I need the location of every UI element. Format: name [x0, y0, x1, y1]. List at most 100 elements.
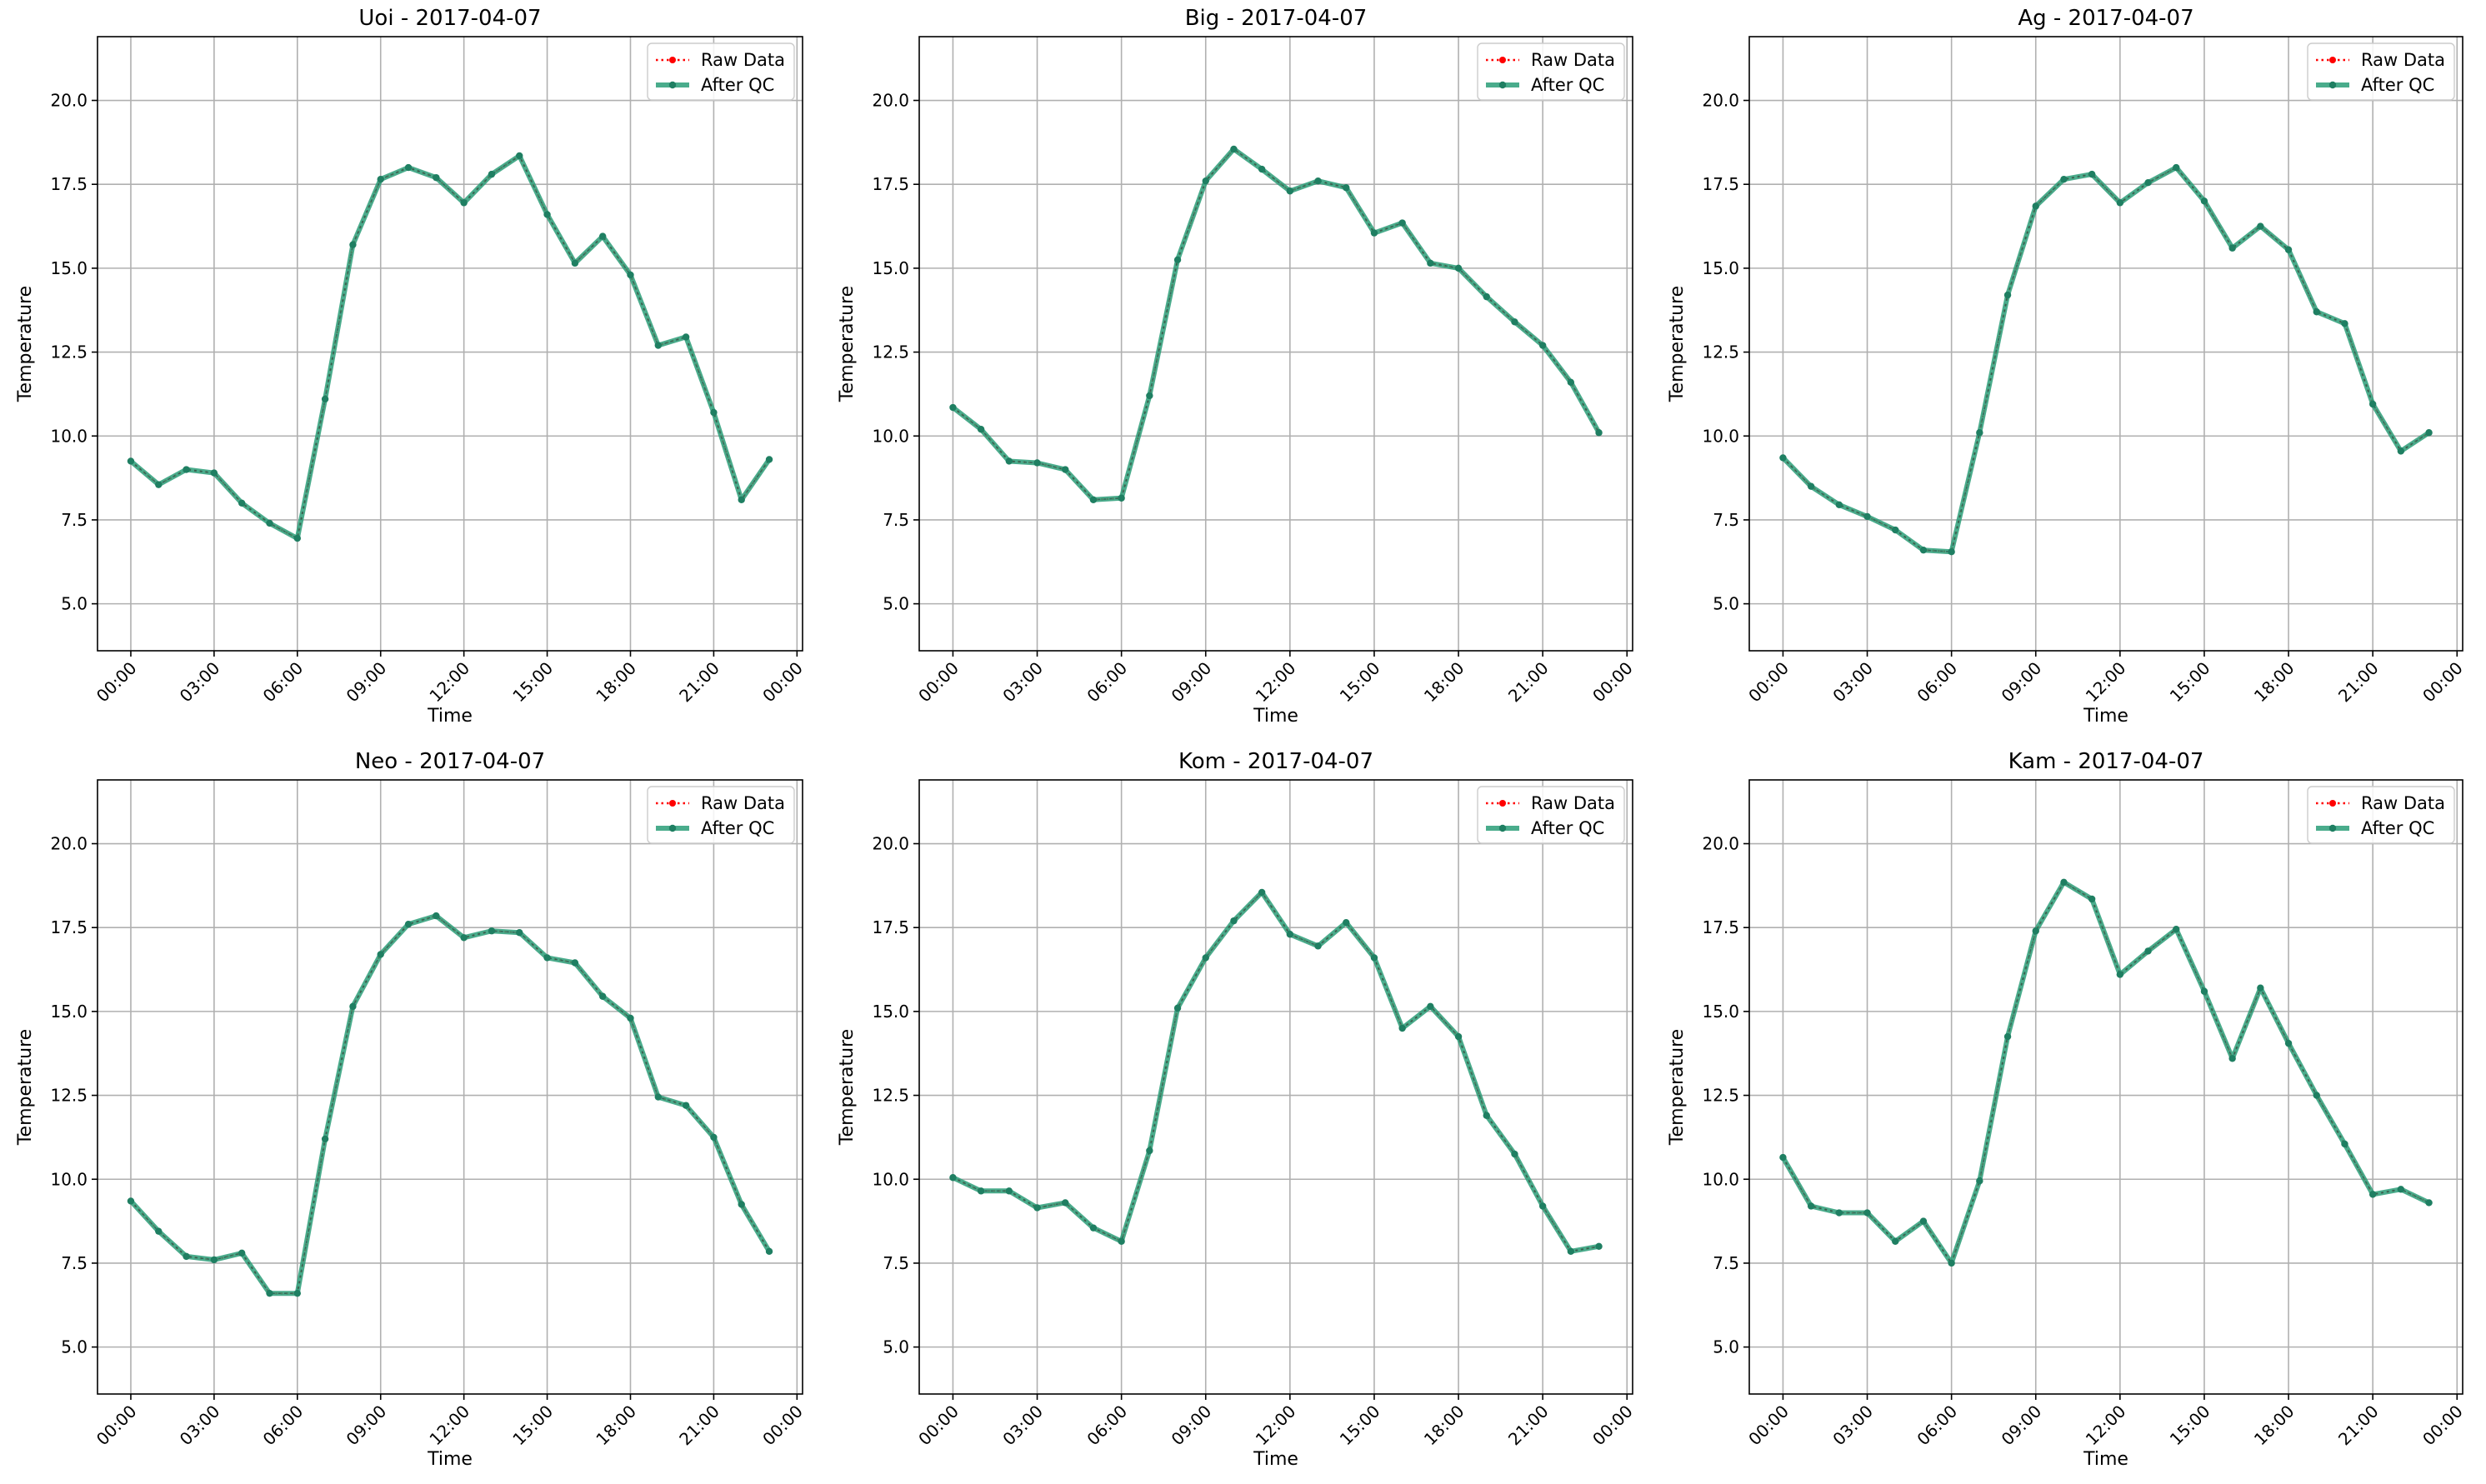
- y-tick-label: 17.5: [872, 174, 909, 194]
- y-axis-label: Temperature: [1667, 286, 1688, 402]
- after-qc-point: [1202, 177, 1209, 185]
- y-tick-label: 5.0: [61, 1337, 88, 1357]
- after-qc-point: [1835, 1209, 1843, 1217]
- after-qc-point: [1511, 318, 1518, 326]
- after-qc-point: [654, 342, 663, 349]
- after-qc-point: [293, 1289, 302, 1297]
- after-qc-point: [1314, 177, 1322, 185]
- after-qc-point: [1892, 1237, 1899, 1245]
- legend-marker-qc: [2328, 824, 2337, 832]
- after-qc-point: [949, 1174, 957, 1182]
- y-tick-label: 5.0: [1713, 594, 1739, 614]
- after-qc-point: [1595, 429, 1603, 437]
- after-qc-point: [1427, 259, 1434, 267]
- series-line-overlay: [130, 154, 770, 540]
- x-tick-label: 00:00: [2418, 658, 2467, 707]
- after-qc-point: [1173, 256, 1182, 264]
- after-qc-point: [543, 954, 551, 962]
- after-qc-point: [2003, 291, 2012, 299]
- y-tick-label: 10.0: [872, 426, 909, 446]
- after-qc-point: [1427, 1002, 1434, 1011]
- after-qc-point: [2173, 926, 2180, 933]
- x-tick-label: 09:00: [1998, 658, 2046, 707]
- after-qc-point: [2368, 400, 2377, 408]
- x-tick-label: 12:00: [2082, 1402, 2130, 1450]
- after-qc-point: [266, 519, 273, 527]
- legend-marker-qc: [668, 81, 677, 89]
- y-tick-label: 7.5: [883, 1253, 909, 1273]
- series-line-after-qc: [952, 889, 1600, 1254]
- x-tick-label: 06:00: [1913, 658, 1961, 707]
- legend: Raw Data After QC: [1477, 786, 1625, 844]
- y-tick-label: 10.0: [50, 1169, 88, 1189]
- axes-frame: [918, 779, 1633, 1395]
- after-qc-point: [349, 1002, 357, 1011]
- y-tick-label: 15.0: [872, 258, 909, 278]
- x-tick-label: 06:00: [259, 658, 308, 707]
- x-tick-label: 09:00: [343, 658, 391, 707]
- after-qc-point: [2313, 1092, 2320, 1099]
- x-tick-label: 03:00: [998, 1402, 1047, 1450]
- after-qc-point: [1118, 1237, 1125, 1245]
- legend-marker-raw: [2329, 800, 2336, 807]
- y-tick-label: 20.0: [50, 834, 88, 854]
- after-qc-point: [2032, 927, 2039, 935]
- x-tick-label: 18:00: [1420, 1402, 1468, 1450]
- subplot-title: Kom - 2017-04-07: [1178, 749, 1373, 774]
- after-qc-point: [321, 395, 329, 403]
- after-qc-point: [598, 992, 607, 1000]
- after-qc-point: [627, 271, 634, 279]
- subplot-3: 00:00 03:00 06:00 09:00 12:00 15:00 18:00 21:00…: [1667, 6, 2467, 727]
- after-qc-point: [2060, 175, 2068, 183]
- x-axis-label: Time: [2083, 1449, 2128, 1470]
- after-qc-point: [1976, 429, 1983, 437]
- y-tick-label: 15.0: [1702, 258, 1739, 278]
- x-tick-label: 18:00: [2250, 658, 2298, 707]
- after-qc-point: [710, 1133, 718, 1142]
- after-qc-point: [2313, 308, 2320, 316]
- after-qc-point: [210, 469, 218, 477]
- after-qc-point: [765, 456, 773, 463]
- legend-label-raw-data: Raw Data: [2361, 793, 2445, 813]
- x-tick-label: 15:00: [2166, 1402, 2214, 1450]
- after-qc-point: [1511, 1150, 1518, 1158]
- x-tick-label: 21:00: [1504, 658, 1553, 707]
- after-qc-point: [2116, 971, 2124, 978]
- x-tick-label: 00:00: [93, 658, 141, 707]
- x-tick-label: 06:00: [1913, 1402, 1961, 1450]
- after-qc-point: [1118, 494, 1125, 502]
- after-qc-point: [738, 1201, 745, 1208]
- after-qc-point: [433, 173, 440, 182]
- after-qc-point: [127, 457, 135, 465]
- x-tick-label: 18:00: [1420, 658, 1468, 707]
- y-tick-label: 15.0: [1702, 1002, 1739, 1022]
- after-qc-point: [2425, 429, 2433, 437]
- after-qc-point: [1538, 342, 1547, 349]
- after-qc-point: [1454, 1032, 1463, 1041]
- x-axis-label: Time: [427, 1449, 473, 1470]
- series-line-after-qc: [951, 146, 1602, 502]
- y-tick-label: 15.0: [872, 1002, 909, 1022]
- series-line-after-qc: [1781, 165, 2431, 555]
- x-tick-label: 12:00: [1252, 658, 1300, 707]
- series-line-overlay: [1782, 881, 2429, 1265]
- after-qc-point: [2368, 1191, 2377, 1198]
- legend-label-raw-data: Raw Data: [2361, 50, 2445, 70]
- x-tick-label: 15:00: [508, 658, 557, 707]
- legend-label-after-qc: After QC: [701, 818, 774, 838]
- series-line-overlay: [130, 915, 770, 1294]
- after-qc-point: [488, 927, 496, 935]
- after-qc-point: [1005, 1187, 1013, 1195]
- after-qc-point: [2032, 202, 2039, 210]
- x-tick-label: 21:00: [675, 658, 723, 707]
- subplot-6: 00:00 03:00 06:00 09:00 12:00 15:00 18:00 21:00…: [1667, 749, 2467, 1470]
- after-qc-point: [2060, 878, 2068, 887]
- y-axis-label: Temperature: [1667, 1029, 1688, 1146]
- after-qc-point: [1835, 501, 1843, 509]
- y-tick-label: 5.0: [883, 594, 909, 614]
- after-qc-point: [1230, 145, 1238, 153]
- y-tick-label: 5.0: [1713, 1337, 1739, 1357]
- y-tick-label: 12.5: [872, 1086, 909, 1106]
- after-qc-point: [1343, 184, 1350, 192]
- subplot-title: Kam - 2017-04-07: [2008, 749, 2204, 774]
